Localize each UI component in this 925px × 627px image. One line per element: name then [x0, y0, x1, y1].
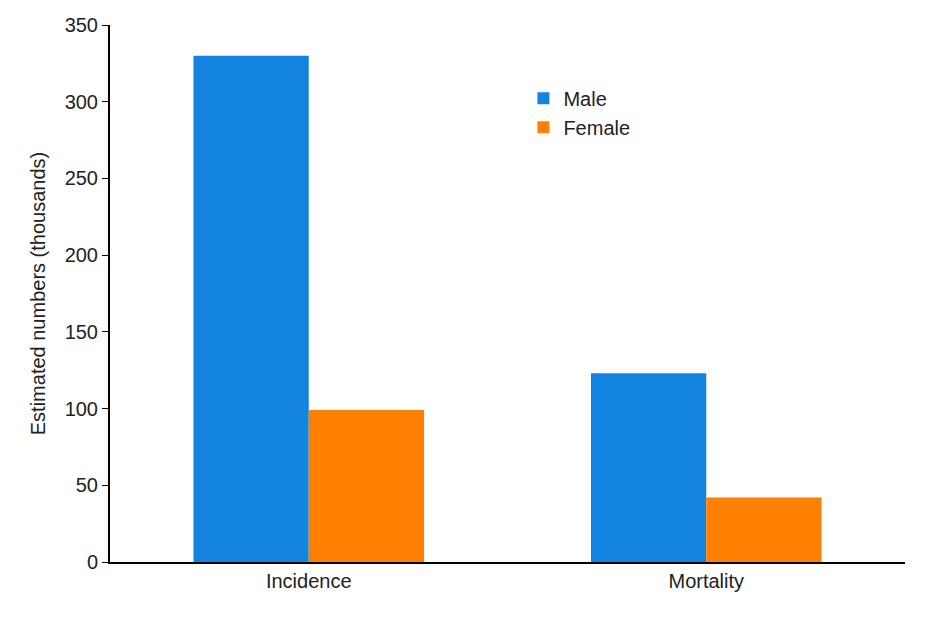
svg-text:Incidence: Incidence: [266, 570, 352, 592]
svg-text:100: 100: [65, 398, 98, 420]
svg-text:50: 50: [76, 474, 98, 496]
svg-text:Female: Female: [563, 117, 630, 139]
svg-text:350: 350: [65, 14, 98, 36]
svg-text:300: 300: [65, 91, 98, 113]
svg-text:0: 0: [87, 551, 98, 573]
svg-text:Estimated numbers (thousands): Estimated numbers (thousands): [27, 152, 49, 435]
svg-text:200: 200: [65, 244, 98, 266]
svg-text:150: 150: [65, 321, 98, 343]
svg-text:Mortality: Mortality: [668, 570, 744, 592]
svg-text:Male: Male: [563, 88, 606, 110]
svg-text:250: 250: [65, 167, 98, 189]
